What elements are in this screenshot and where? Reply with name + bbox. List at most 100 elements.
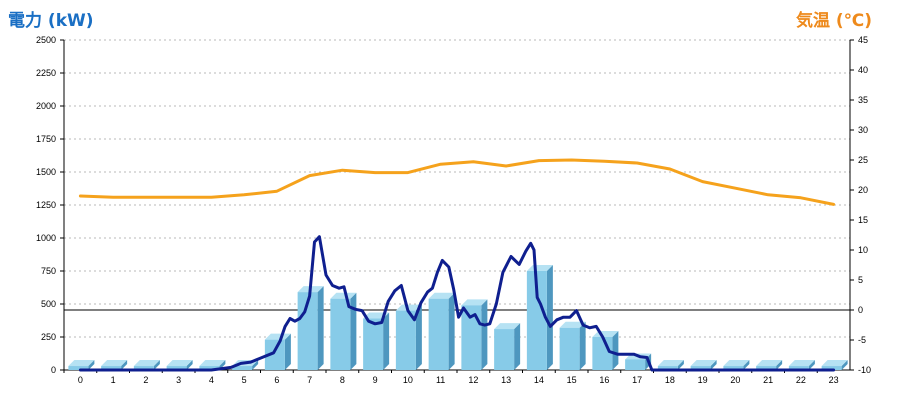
bar-side — [186, 360, 193, 370]
bar — [657, 366, 678, 370]
right-tick-label: 35 — [858, 95, 868, 105]
x-tick-label: 16 — [599, 375, 609, 385]
bar — [264, 339, 285, 370]
bar — [428, 298, 449, 370]
bar — [232, 366, 253, 370]
right-tick-label: 0 — [858, 305, 863, 315]
bar-side — [546, 265, 553, 370]
bar-side — [121, 360, 128, 370]
left-tick-label: 1500 — [36, 167, 56, 177]
x-tick-label: 2 — [143, 375, 148, 385]
left-tick-label: 1250 — [36, 200, 56, 210]
right-axis-title: 気温 (℃) — [795, 11, 872, 31]
right-tick-label: 25 — [858, 155, 868, 165]
x-tick-label: 21 — [763, 375, 773, 385]
x-tick-label: 9 — [373, 375, 378, 385]
bar-side — [743, 360, 750, 370]
bar-top — [428, 292, 455, 299]
x-tick-label: 23 — [829, 375, 839, 385]
bar — [101, 366, 122, 370]
bar — [133, 366, 154, 370]
bar — [592, 337, 613, 370]
bar-side — [710, 360, 717, 370]
bar — [494, 329, 515, 370]
x-tick-label: 8 — [340, 375, 345, 385]
bar-side — [383, 312, 390, 370]
x-tick-label: 7 — [307, 375, 312, 385]
temperature-line — [78, 158, 836, 206]
power-demand-line — [78, 235, 836, 372]
bar-side — [317, 286, 324, 370]
x-tick-label: 12 — [468, 375, 478, 385]
x-tick-label: 22 — [796, 375, 806, 385]
right-tick-label: -5 — [858, 335, 866, 345]
bar — [199, 366, 220, 370]
bar — [526, 271, 547, 370]
bar-top — [101, 360, 128, 367]
bar-side — [88, 360, 95, 370]
right-tick-label: 40 — [858, 65, 868, 75]
bar-side — [808, 360, 815, 370]
bar-side — [776, 360, 783, 370]
bar-top — [821, 360, 848, 367]
bar-top — [133, 360, 160, 367]
left-tick-label: 250 — [41, 332, 56, 342]
left-tick-label: 2500 — [36, 35, 56, 45]
x-tick-label: 18 — [665, 375, 675, 385]
bar — [395, 310, 416, 370]
bar-top — [526, 265, 553, 271]
left-tick-label: 2000 — [36, 101, 56, 111]
right-tick-label: 30 — [858, 125, 868, 135]
x-tick-label: 5 — [242, 375, 247, 385]
bar-top — [494, 323, 521, 330]
x-tick-label: 4 — [209, 375, 214, 385]
bar-side — [514, 323, 521, 370]
left-tick-label: 1750 — [36, 134, 56, 144]
bar-side — [612, 331, 619, 370]
bar-side — [448, 292, 455, 370]
bar-top — [330, 292, 357, 299]
x-tick-label: 3 — [176, 375, 181, 385]
bar-side — [677, 360, 684, 370]
bar-top — [788, 360, 815, 367]
bar-side — [153, 360, 160, 370]
bar-top — [68, 360, 95, 367]
bar-top — [723, 360, 750, 367]
left-tick-label: 1000 — [36, 233, 56, 243]
bar — [461, 305, 482, 370]
x-tick-label: 10 — [403, 375, 413, 385]
right-tick-label: 5 — [858, 275, 863, 285]
right-tick-label: 45 — [858, 35, 868, 45]
bar — [723, 366, 744, 370]
bar-top — [264, 333, 291, 340]
x-tick-label: 6 — [274, 375, 279, 385]
x-tick-label: 14 — [534, 375, 544, 385]
bar — [756, 366, 777, 370]
bar-top — [657, 360, 684, 367]
bar — [363, 318, 384, 370]
bar — [821, 366, 842, 370]
x-tick-label: 11 — [436, 375, 445, 385]
x-tick-label: 19 — [698, 375, 708, 385]
x-tick-label: 13 — [501, 375, 511, 385]
bar-top — [690, 360, 717, 367]
bar-top — [461, 299, 488, 306]
x-tick-label: 17 — [632, 375, 642, 385]
bar-side — [579, 321, 586, 370]
left-axis-title: 電力 (kW) — [8, 11, 94, 31]
bar-side — [841, 360, 848, 370]
bar-top — [395, 304, 422, 311]
bar-top — [199, 360, 226, 367]
bar — [166, 366, 187, 370]
x-tick-label: 15 — [567, 375, 577, 385]
bar — [559, 327, 580, 370]
left-tick-label: 750 — [41, 266, 56, 276]
bar-side — [284, 333, 291, 370]
right-tick-label: 20 — [858, 185, 868, 195]
bar — [330, 298, 351, 370]
bar-side — [481, 299, 488, 370]
bar — [625, 359, 646, 370]
bar — [68, 366, 89, 370]
